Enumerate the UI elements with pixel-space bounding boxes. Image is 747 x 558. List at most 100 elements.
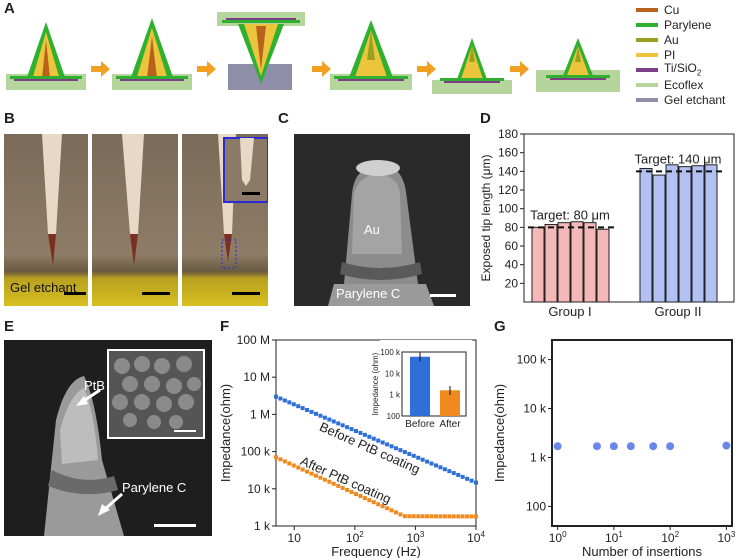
data-point (460, 514, 465, 519)
legend-a-swatch (636, 67, 658, 72)
data-point (456, 472, 461, 477)
data-point (349, 490, 354, 495)
plot-frame (275, 339, 477, 527)
inset-bar (410, 356, 430, 416)
panel-label-c: C (278, 110, 289, 127)
data-point (314, 473, 318, 478)
data-point (322, 477, 327, 482)
panel-label-a: A (4, 0, 15, 17)
y-tick-label: 100 M (237, 334, 270, 347)
legend-a-item: Parylene (636, 17, 746, 32)
data-point (394, 446, 398, 451)
data-point (434, 514, 438, 519)
data-point (447, 514, 452, 519)
photo-b1: Gel etchant (4, 134, 88, 306)
data-point (296, 465, 301, 470)
photo-b2 (92, 134, 178, 306)
data-point (331, 481, 336, 486)
zoom-region-box (221, 239, 237, 269)
data-point (385, 506, 390, 511)
data-point (287, 461, 292, 466)
data-point (389, 508, 394, 513)
data-point (367, 434, 372, 439)
x-tick-label: 100 (549, 530, 567, 545)
legend-a-item: Ecoflex (636, 77, 746, 92)
bar (691, 165, 705, 303)
bar (678, 166, 692, 303)
data-point (376, 502, 381, 507)
legend-a-label: Ecoflex (664, 77, 704, 92)
legend-a-label: Ti/SiO2 (664, 61, 702, 78)
x-tick-label: 103 (407, 530, 425, 545)
arrow-5 (510, 61, 529, 77)
bar (652, 174, 666, 303)
x-tick-exponent: 2 (359, 530, 364, 539)
bar (544, 224, 558, 303)
arrow-3 (312, 61, 331, 77)
data-point (416, 514, 421, 519)
x-tick-exponent: 2 (675, 530, 680, 539)
data-point (336, 421, 341, 426)
data-point (305, 469, 310, 474)
y-axis-label: Exposed tip length (μm) (479, 155, 493, 282)
data-point (282, 459, 287, 464)
legend-a-item: Gel etchant (636, 92, 746, 107)
step-5 (432, 38, 512, 94)
step-4 (330, 20, 412, 90)
data-point (309, 409, 314, 414)
data-point (331, 419, 336, 424)
data-point (666, 442, 675, 451)
panel-label-e: E (4, 318, 15, 335)
group-label: Group II (655, 304, 702, 319)
parylene-c-label-e: Parylene C (122, 480, 187, 495)
y-tick-label: 100 (526, 499, 546, 513)
data-point (626, 442, 635, 451)
data-point (438, 465, 443, 470)
bar (596, 228, 610, 303)
sem-image-c: Au Parylene C (294, 134, 470, 306)
legend-a-label: Gel etchant (664, 92, 726, 107)
data-point (469, 478, 474, 483)
y-tick-label: 160 (498, 146, 518, 160)
legend-a-swatch (636, 37, 658, 42)
data-point (398, 512, 403, 517)
data-point (402, 450, 407, 455)
x-tick-label: 102 (346, 530, 364, 545)
parylene-c-label-c: Parylene C (336, 286, 401, 301)
data-point (429, 514, 434, 519)
y-tick-label: 100 (498, 202, 518, 216)
legend-a-label: Au (664, 32, 679, 47)
y-tick-label: 60 (505, 239, 519, 253)
legend-a-label: PI (664, 47, 676, 62)
x-tick-label: 10 (288, 531, 302, 545)
bar (531, 226, 545, 303)
legend-a: Cu Parylene Au PI Ti/SiO2 Ecoflex Gel etchant (636, 2, 746, 107)
step-1 (6, 22, 86, 90)
y-tick-label: 40 (505, 258, 519, 272)
plot-frame (523, 133, 735, 303)
data-point (398, 448, 403, 453)
inset-frame (401, 351, 467, 417)
data-point (553, 442, 562, 451)
data-point (416, 455, 421, 460)
data-point (314, 411, 318, 416)
x-tick-label: 102 (661, 530, 679, 545)
data-point (340, 485, 345, 490)
y-axis-label: Impedance(ohm) (218, 384, 233, 482)
data-point (442, 514, 447, 519)
sem-image-e: PtB Parylene C (4, 340, 212, 536)
data-point (358, 494, 363, 499)
y-tick-label: 100 k (241, 445, 271, 459)
data-point (291, 402, 296, 407)
x-tick-label: 104 (467, 530, 485, 545)
step-2 (112, 18, 192, 90)
scale-bar-c (430, 294, 456, 297)
bar (639, 168, 653, 303)
data-point (327, 479, 332, 484)
data-point (362, 496, 367, 501)
data-point (447, 469, 452, 474)
gel-etchant-label: Gel etchant (10, 280, 77, 295)
data-point (429, 461, 434, 466)
data-point (358, 430, 363, 435)
